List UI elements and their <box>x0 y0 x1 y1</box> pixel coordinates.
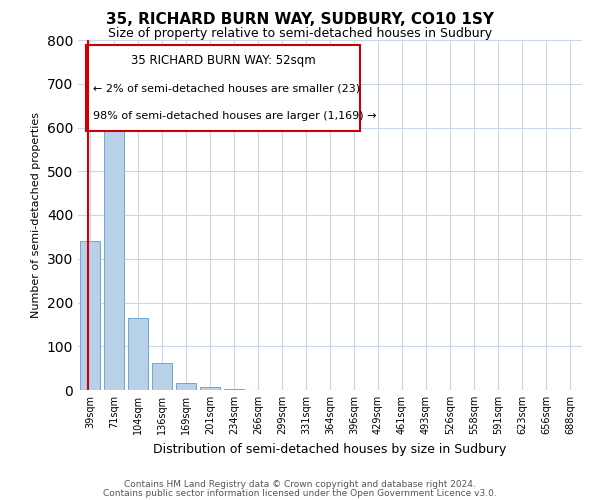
Bar <box>152 363 172 390</box>
Text: Contains HM Land Registry data © Crown copyright and database right 2024.: Contains HM Land Registry data © Crown c… <box>124 480 476 489</box>
Text: 35, RICHARD BURN WAY, SUDBURY, CO10 1SY: 35, RICHARD BURN WAY, SUDBURY, CO10 1SY <box>106 12 494 28</box>
Text: ← 2% of semi-detached houses are smaller (23): ← 2% of semi-detached houses are smaller… <box>93 83 360 93</box>
Bar <box>128 318 148 390</box>
X-axis label: Distribution of semi-detached houses by size in Sudbury: Distribution of semi-detached houses by … <box>154 442 506 456</box>
Text: 35 RICHARD BURN WAY: 52sqm: 35 RICHARD BURN WAY: 52sqm <box>131 54 315 67</box>
Bar <box>80 242 100 390</box>
Bar <box>176 384 196 390</box>
Text: 98% of semi-detached houses are larger (1,169) →: 98% of semi-detached houses are larger (… <box>93 110 377 120</box>
Bar <box>200 386 220 390</box>
Bar <box>224 389 244 390</box>
Bar <box>104 116 124 390</box>
Text: Contains public sector information licensed under the Open Government Licence v3: Contains public sector information licen… <box>103 489 497 498</box>
Y-axis label: Number of semi-detached properties: Number of semi-detached properties <box>31 112 41 318</box>
FancyBboxPatch shape <box>86 46 360 131</box>
Text: Size of property relative to semi-detached houses in Sudbury: Size of property relative to semi-detach… <box>108 28 492 40</box>
